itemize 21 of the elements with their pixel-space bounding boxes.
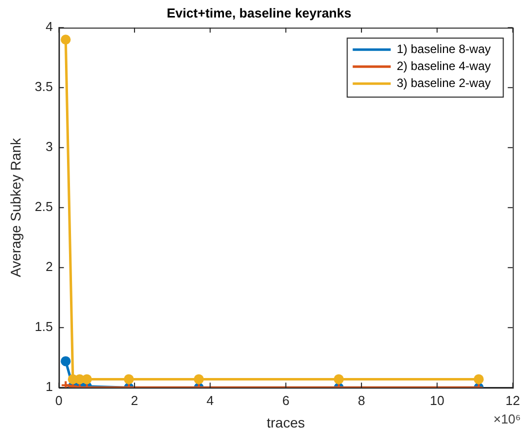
y-axis-title: Average Subkey Rank — [7, 137, 24, 278]
y-tick-label: 2.5 — [34, 199, 53, 214]
y-tick-label: 3.5 — [34, 79, 53, 94]
y-tick-label: 2 — [46, 259, 53, 274]
x-axis-title: traces — [266, 414, 305, 430]
legend-label: 2) baseline 4-way — [396, 58, 491, 73]
x-tick-label: 0 — [55, 392, 62, 408]
x-tick-label: 6 — [282, 392, 290, 408]
legend-label: 1) baseline 8-way — [396, 42, 491, 56]
x-tick-label: 2 — [130, 392, 138, 408]
y-tick-label: 4 — [46, 19, 53, 34]
chart-title: Evict+time, baseline keyranks — [166, 5, 352, 20]
y-tick-label: 1.5 — [34, 319, 53, 334]
x-tick-label: 12 — [506, 392, 520, 408]
y-tick-label: 1 — [46, 379, 53, 394]
x-tick-label: 10 — [430, 392, 444, 408]
legend-label: 3) baseline 2-way — [396, 76, 491, 90]
x-tick-label: 8 — [358, 392, 366, 408]
y-tick-label: 3 — [46, 139, 53, 154]
text: ×10⁶ — [493, 412, 521, 427]
x-tick-label: 4 — [206, 392, 214, 408]
